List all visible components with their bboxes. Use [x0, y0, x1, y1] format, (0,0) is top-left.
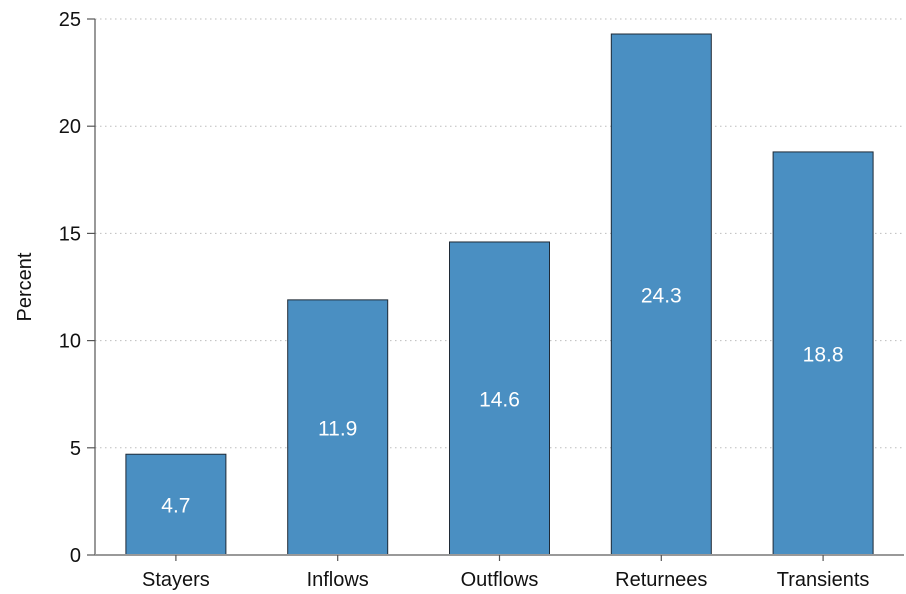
data-label-inflows: 11.9: [318, 417, 357, 440]
x-tick-label-inflows: Inflows: [307, 569, 369, 591]
y-tick-label: 25: [59, 9, 81, 31]
y-axis-title: Percent: [14, 252, 36, 321]
bar-inflows: [287, 299, 389, 556]
bar-outflows: [449, 241, 550, 556]
x-tick-label-outflows: Outflows: [461, 569, 539, 591]
y-tick-label: 15: [59, 223, 81, 245]
y-tick-label: 5: [70, 438, 81, 460]
data-label-outflows: 14.6: [479, 388, 520, 411]
y-tick-label: 10: [59, 331, 81, 353]
data-label-stayers: 4.7: [161, 495, 190, 518]
bar-transients: [772, 151, 874, 556]
x-tick-label-transients: Transients: [777, 569, 870, 591]
bar-returnees: [610, 33, 712, 556]
y-tick-label: 0: [70, 545, 81, 567]
y-tick-label: 20: [59, 116, 81, 138]
x-tick-label-stayers: Stayers: [142, 569, 210, 591]
x-tick-label-returnees: Returnees: [615, 569, 707, 591]
data-label-transients: 18.8: [803, 343, 844, 366]
data-labels: 4.7 11.9 14.6 24.3 18.8: [161, 285, 843, 518]
bars: [125, 33, 874, 556]
x-tick-labels: Stayers Inflows Outflows Returnees Transient…: [142, 555, 869, 591]
bar-stayers: [125, 453, 227, 556]
y-tick-labels: 0 5 10 15 20 25: [59, 9, 95, 567]
data-label-returnees: 24.3: [641, 285, 682, 308]
